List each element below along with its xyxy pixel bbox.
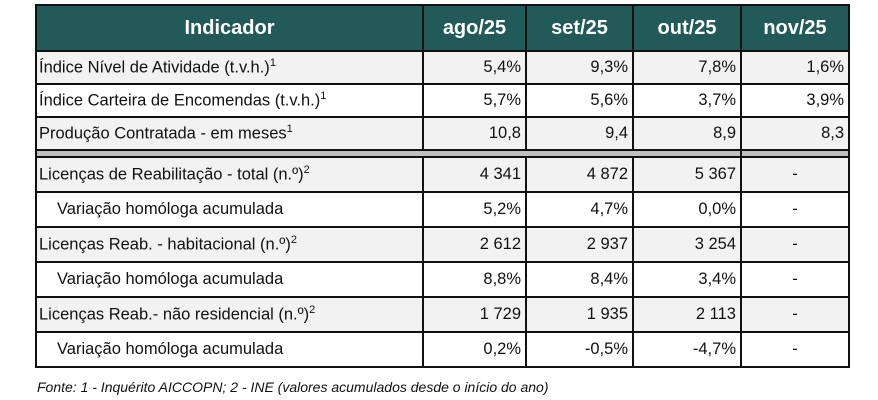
footnote-ref: 2 xyxy=(303,164,310,177)
value-cell: - xyxy=(740,261,850,298)
value-cell: 4 341 xyxy=(422,156,527,193)
value-cell: 5,6% xyxy=(525,83,634,118)
value-cell: 9,4 xyxy=(525,116,634,151)
value-cell: - xyxy=(740,191,850,228)
label-text: Índice Nível de Atividade (t.v.h.) xyxy=(39,58,270,77)
value-cell: 9,3% xyxy=(525,50,634,85)
value-cell: 2 937 xyxy=(525,226,634,263)
row-label: Variação homóloga acumulada xyxy=(35,191,424,228)
header-month: set/25 xyxy=(525,4,634,52)
header-month: nov/25 xyxy=(740,4,850,52)
value-cell: 8,4% xyxy=(525,261,634,298)
value-cell: 1 935 xyxy=(525,296,634,333)
value-cell: 10,8 xyxy=(422,116,527,151)
header-row: Indicador ago/25 set/25 out/25 nov/25 xyxy=(35,4,850,52)
header-month: ago/25 xyxy=(422,4,527,52)
value-cell: - xyxy=(740,156,850,193)
row-label: Índice Carteira de Encomendas (t.v.h.)1 xyxy=(35,83,424,118)
value-cell: 3,7% xyxy=(632,83,742,118)
row-label: Variação homóloga acumulada xyxy=(35,331,424,368)
value-cell: 2 113 xyxy=(632,296,742,333)
table-row: Índice Nível de Atividade (t.v.h.)1 5,4% 9… xyxy=(35,50,850,85)
header-month: out/25 xyxy=(632,4,742,52)
table-row: Variação homóloga acumulada 8,8% 8,4% 3,4% - xyxy=(35,261,850,298)
value-cell: -0,5% xyxy=(525,331,634,368)
value-cell: 4,7% xyxy=(525,191,634,228)
value-cell: - xyxy=(740,226,850,263)
source-footnote: Fonte: 1 - Inquérito AICCOPN; 2 - INE (v… xyxy=(37,379,549,395)
table-row: Produção Contratada - em meses1 10,8 9,4 8,… xyxy=(35,116,850,151)
value-cell: 0,0% xyxy=(632,191,742,228)
row-label: Licenças de Reabilitação - total (n.º)2 xyxy=(35,156,424,193)
table-row: Licenças de Reabilitação - total (n.º)2 4… xyxy=(35,156,850,193)
value-cell: 5,7% xyxy=(422,83,527,118)
value-cell: 5 367 xyxy=(632,156,742,193)
footnote-ref: 2 xyxy=(290,234,297,247)
value-cell: 5,4% xyxy=(422,50,527,85)
value-cell: 4 872 xyxy=(525,156,634,193)
footnote-ref: 1 xyxy=(320,90,327,103)
value-cell: 1 729 xyxy=(422,296,527,333)
table-row: Variação homóloga acumulada 0,2% -0,5% -4,7… xyxy=(35,331,850,368)
row-label: Licenças Reab.- não residencial (n.º)2 xyxy=(35,296,424,333)
value-cell: 3 254 xyxy=(632,226,742,263)
value-cell: 3,4% xyxy=(632,261,742,298)
value-cell: 8,3 xyxy=(740,116,850,151)
footnote-ref: 2 xyxy=(309,304,316,317)
value-cell: - xyxy=(740,296,850,333)
value-cell: 1,6% xyxy=(740,50,850,85)
value-cell: 8,9 xyxy=(632,116,742,151)
row-label: Licenças Reab. - habitacional (n.º)2 xyxy=(35,226,424,263)
section-separator xyxy=(35,149,850,158)
value-cell: 8,8% xyxy=(422,261,527,298)
value-cell: 3,9% xyxy=(740,83,850,118)
label-text: Licenças Reab. - habitacional (n.º) xyxy=(39,235,291,254)
header-indicator: Indicador xyxy=(35,4,424,52)
label-text: Licenças de Reabilitação - total (n.º) xyxy=(39,165,304,184)
table-row: Variação homóloga acumulada 5,2% 4,7% 0,0% - xyxy=(35,191,850,228)
label-text: Licenças Reab.- não residencial (n.º) xyxy=(39,305,310,324)
table-row: Licenças Reab.- não residencial (n.º)2 1 … xyxy=(35,296,850,333)
row-label: Índice Nível de Atividade (t.v.h.)1 xyxy=(35,50,424,85)
value-cell: 5,2% xyxy=(422,191,527,228)
table-row: Índice Carteira de Encomendas (t.v.h.)1 5… xyxy=(35,83,850,118)
value-cell: 7,8% xyxy=(632,50,742,85)
label-text: Variação homóloga acumulada xyxy=(57,270,284,288)
value-cell: -4,7% xyxy=(632,331,742,368)
label-text: Índice Carteira de Encomendas (t.v.h.) xyxy=(39,91,321,110)
table-row: Licenças Reab. - habitacional (n.º)2 2 61… xyxy=(35,226,850,263)
footnote-ref: 1 xyxy=(286,123,293,136)
label-text: Variação homóloga acumulada xyxy=(57,200,284,218)
indicators-table: Indicador ago/25 set/25 out/25 nov/25 Ín… xyxy=(35,4,850,368)
label-text: Produção Contratada - em meses xyxy=(39,124,287,143)
footnote-ref: 1 xyxy=(269,57,276,70)
value-cell: - xyxy=(740,331,850,368)
row-label: Variação homóloga acumulada xyxy=(35,261,424,298)
label-text: Variação homóloga acumulada xyxy=(57,340,284,358)
value-cell: 2 612 xyxy=(422,226,527,263)
row-label: Produção Contratada - em meses1 xyxy=(35,116,424,151)
value-cell: 0,2% xyxy=(422,331,527,368)
